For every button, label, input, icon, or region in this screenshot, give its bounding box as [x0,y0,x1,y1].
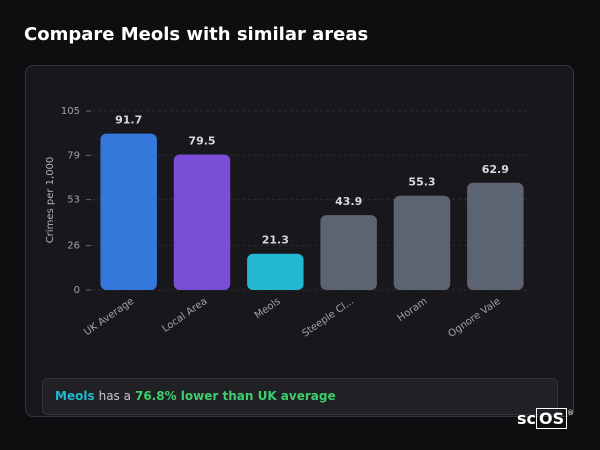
y-tick-label: 53 [67,195,80,206]
page-title: Compare Meols with similar areas [24,24,369,45]
logo-boxed: OS [536,408,568,429]
bar [173,154,231,290]
value-label: 21.3 [262,234,289,247]
callout-area: Meols [55,389,95,403]
x-tick-label: UK Average [82,296,136,338]
y-tick-label: 0 [74,285,80,296]
bar [393,195,451,290]
value-label: 43.9 [335,195,362,208]
logo-mark: ® [567,409,575,417]
value-label: 62.9 [482,163,509,176]
x-tick-label: Meols [253,296,283,322]
y-tick-label: 26 [67,241,80,252]
logo-prefix: sc [517,409,537,428]
value-label: 55.3 [408,176,435,189]
x-tick-label: Horam [396,296,430,324]
logo: sc OS ® [517,408,575,429]
bar [247,253,304,290]
x-tick-label: Local Area [160,296,209,335]
y-tick-label: 105 [61,106,80,117]
callout-text: has a [98,389,131,403]
bar [100,133,157,290]
y-tick-label: 79 [67,150,80,161]
callout-highlight: 76.8% lower than UK average [134,389,336,403]
callout: Meols has a 76.8% lower than UK average [42,378,558,415]
bar [320,215,377,290]
x-tick-label: Ognore Vale [446,296,502,340]
x-tick-label: Steeple Cl... [300,296,356,340]
value-label: 91.7 [115,114,142,127]
y-axis-label: Crimes per 1,000 [45,157,56,244]
bar [467,182,524,290]
value-label: 79.5 [188,134,215,147]
